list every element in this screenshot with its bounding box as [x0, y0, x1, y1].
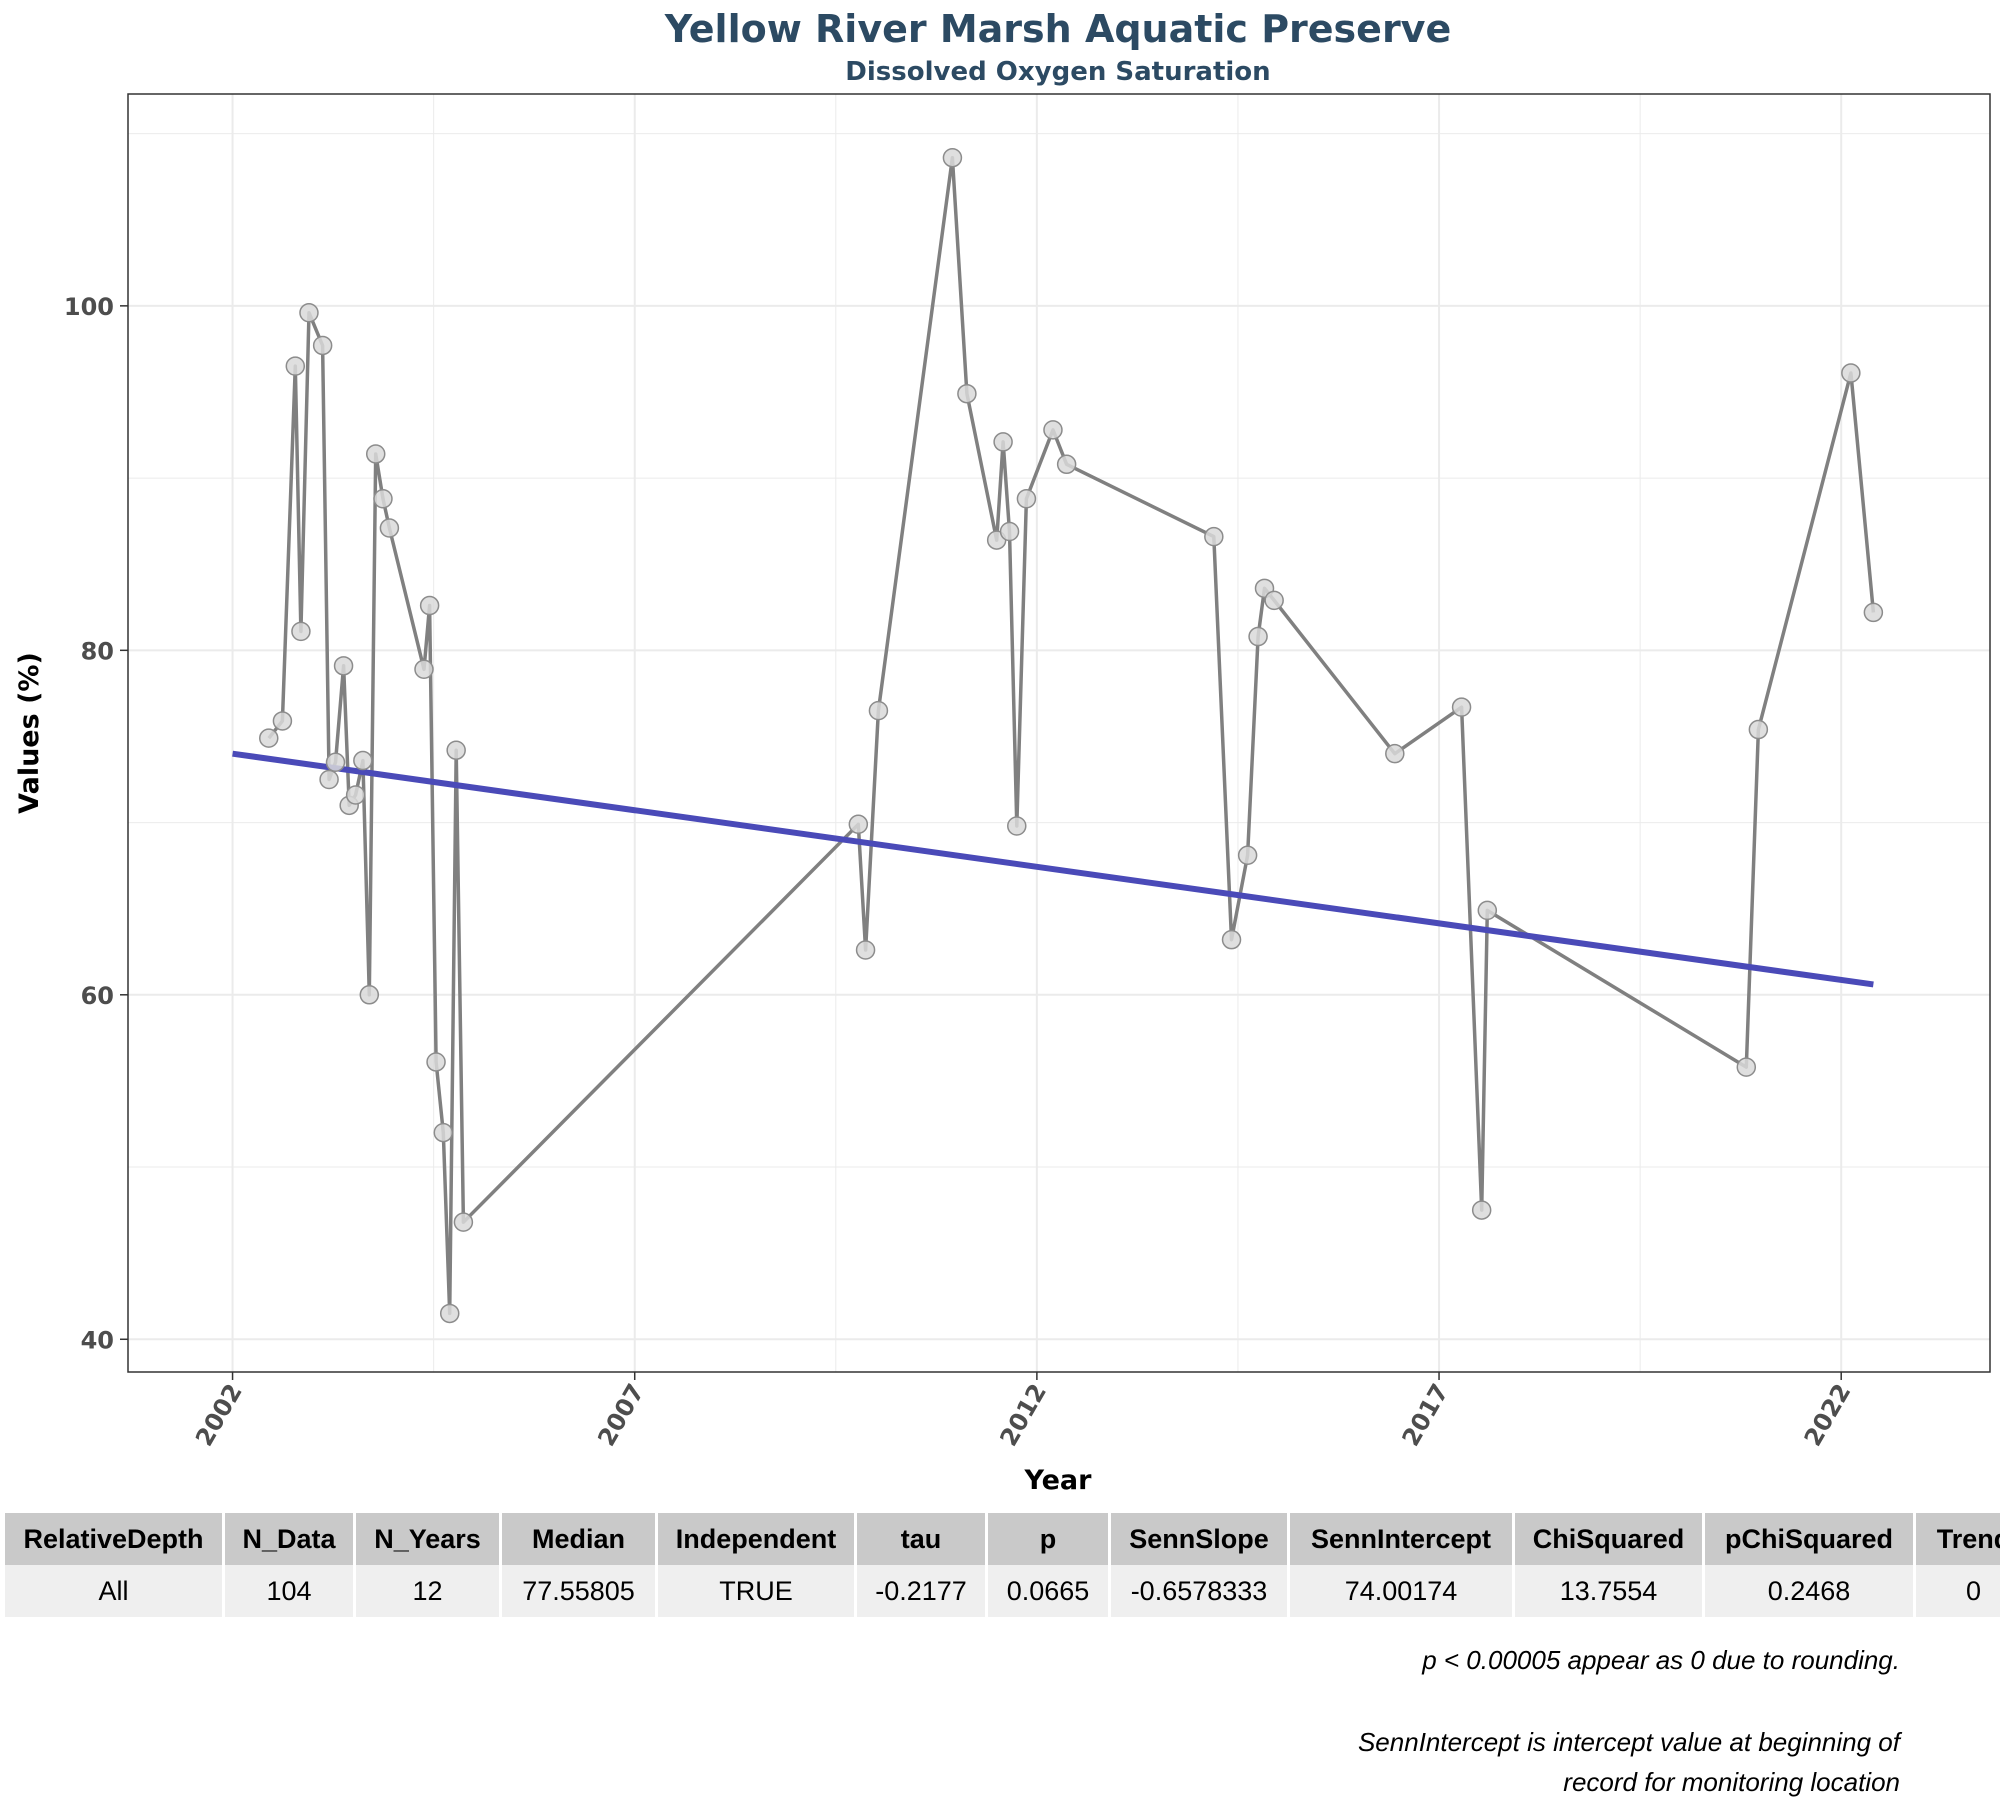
- data-point: [260, 729, 278, 747]
- data-point: [374, 490, 392, 508]
- stats-data-cell: 104: [224, 1565, 355, 1617]
- data-point: [943, 149, 961, 167]
- stats-header-cell: p: [987, 1513, 1110, 1565]
- stats-data-cell: TRUE: [657, 1565, 856, 1617]
- series-line-group: [269, 158, 1874, 1314]
- stats-data-cell: 13.7554: [1514, 1565, 1704, 1617]
- data-point: [958, 385, 976, 403]
- data-point: [447, 741, 465, 759]
- stats-data-cell: 12: [355, 1565, 501, 1617]
- plot-border: [128, 94, 1990, 1372]
- data-point: [1017, 490, 1035, 508]
- data-point: [1265, 591, 1283, 609]
- x-tick-label: 2022: [1799, 1379, 1857, 1451]
- stats-header-cell: ChiSquared: [1514, 1513, 1704, 1565]
- data-point: [454, 1213, 472, 1231]
- data-point: [380, 519, 398, 537]
- y-tick-label: 40: [81, 1326, 114, 1354]
- data-point: [415, 660, 433, 678]
- stats-header-cell: pChiSquared: [1704, 1513, 1915, 1565]
- stats-data-cell: 0: [1915, 1565, 2000, 1617]
- stats-header-cell: tau: [856, 1513, 987, 1565]
- data-point: [1058, 455, 1076, 473]
- y-tick-label: 100: [64, 293, 114, 321]
- data-point: [1239, 846, 1257, 864]
- x-axis-label: Year: [1024, 1465, 1093, 1496]
- stats-header-cell: Median: [501, 1513, 657, 1565]
- data-points: [260, 149, 1883, 1323]
- data-point: [360, 986, 378, 1004]
- data-point: [1205, 528, 1223, 546]
- data-point: [869, 702, 887, 720]
- data-point: [286, 357, 304, 375]
- data-point: [273, 712, 291, 730]
- stats-data-cell: 77.55805: [501, 1565, 657, 1617]
- rounding-note: p < 0.00005 appear as 0 due to rounding.: [1422, 1640, 1900, 1680]
- stats-data-cell: All: [5, 1565, 224, 1617]
- trend-line-group: [233, 754, 1874, 985]
- x-tick-label: 2012: [994, 1379, 1052, 1451]
- data-point: [367, 445, 385, 463]
- data-point: [327, 753, 345, 771]
- data-point: [1453, 698, 1471, 716]
- x-tick-label: 2007: [592, 1379, 650, 1451]
- stats-header-cell: N_Data: [224, 1513, 355, 1565]
- data-point: [335, 657, 353, 675]
- data-point: [314, 336, 332, 354]
- grid-lines: [128, 94, 1990, 1372]
- sen-slope-trend-line: [233, 754, 1874, 985]
- y-tick-label: 60: [81, 982, 114, 1010]
- data-point: [1386, 745, 1404, 763]
- data-point: [347, 786, 365, 804]
- chart-subtitle: Dissolved Oxygen Saturation: [845, 57, 1270, 87]
- x-tick-label: 2017: [1397, 1379, 1455, 1451]
- stats-data-cell: -0.6578333: [1110, 1565, 1289, 1617]
- data-point: [1478, 901, 1496, 919]
- intercept-note-line-2: record for monitoring location: [1563, 1762, 1900, 1802]
- stats-header-cell: SennIntercept: [1289, 1513, 1514, 1565]
- chart: Yellow River Marsh Aquatic Preserve Diss…: [0, 0, 2000, 1510]
- data-point: [1001, 522, 1019, 540]
- data-point: [1749, 721, 1767, 739]
- y-tick-label: 80: [81, 637, 114, 665]
- y-axis-label: Values (%): [14, 652, 45, 814]
- data-point: [1737, 1058, 1755, 1076]
- data-point: [1842, 364, 1860, 382]
- data-point: [427, 1053, 445, 1071]
- stats-data-cell: 0.2468: [1704, 1565, 1915, 1617]
- stats-header-cell: RelativeDepth: [5, 1513, 224, 1565]
- intercept-note-line-1: SennIntercept is intercept value at begi…: [1358, 1722, 1900, 1762]
- stats-header-cell: N_Years: [355, 1513, 501, 1565]
- data-point: [1008, 817, 1026, 835]
- data-point: [849, 815, 867, 833]
- data-point: [1473, 1201, 1491, 1219]
- data-point: [1044, 421, 1062, 439]
- x-axis-ticks: 2002 2007 2012 2017 2022: [190, 1372, 1856, 1451]
- stats-data-cell: -0.2177: [856, 1565, 987, 1617]
- data-point: [1864, 603, 1882, 621]
- series-line: [269, 158, 1874, 1314]
- data-point: [354, 752, 372, 770]
- stats-header-cell: Independent: [657, 1513, 856, 1565]
- chart-title: Yellow River Marsh Aquatic Preserve: [664, 7, 1451, 51]
- y-axis-ticks: 40 60 80 100: [64, 293, 128, 1354]
- data-point: [421, 597, 439, 615]
- stats-header-cell: SennSlope: [1110, 1513, 1289, 1565]
- data-point: [857, 941, 875, 959]
- data-point: [434, 1124, 452, 1142]
- data-point: [1223, 931, 1241, 949]
- data-point: [441, 1304, 459, 1322]
- data-point: [994, 433, 1012, 451]
- stats-data-cell: 74.00174: [1289, 1565, 1514, 1617]
- x-tick-label: 2002: [190, 1379, 248, 1451]
- data-point: [1249, 628, 1267, 646]
- data-point: [320, 771, 338, 789]
- stats-header-cell: Trend: [1915, 1513, 2000, 1565]
- data-point: [300, 304, 318, 322]
- stats-data-cell: 0.0665: [987, 1565, 1110, 1617]
- data-point: [292, 622, 310, 640]
